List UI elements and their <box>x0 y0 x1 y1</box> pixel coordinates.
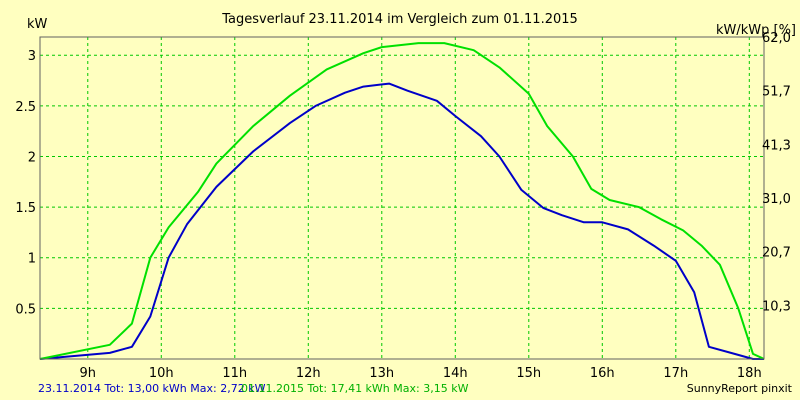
x-tick-label: 16h <box>590 366 615 381</box>
series-line-2015 <box>39 42 765 360</box>
plot-frame <box>39 36 765 360</box>
grid <box>40 37 764 359</box>
x-tick-label: 14h <box>443 366 468 381</box>
legend-series-a: 23.11.2014 Tot: 13,00 kWh Max: 2,72 kW <box>38 382 266 395</box>
series-line-2014 <box>39 82 764 360</box>
y-tick-label-left: 1.5 <box>15 201 36 216</box>
chart-title: Tagesverlauf 23.11.2014 im Vergleich zum… <box>221 12 578 27</box>
x-tick-label: 11h <box>222 366 247 381</box>
y-axis-left-label: kW <box>27 17 48 32</box>
y-tick-label-left: 3 <box>28 49 36 64</box>
footer-credit: SunnyReport pinxit <box>686 382 792 395</box>
y-tick-label-left: 1 <box>28 252 36 267</box>
y-tick-label-right: 10,3 <box>762 299 791 314</box>
x-tick-label: 12h <box>296 366 321 381</box>
plot-border <box>39 36 765 360</box>
y-tick-label-left: 0.5 <box>15 302 36 317</box>
y-tick-label-right: 20,7 <box>762 246 791 261</box>
y-tick-label-left: 2.5 <box>15 100 36 115</box>
y-tick-label-right: 41,3 <box>762 138 791 153</box>
y-tick-label-right: 51,7 <box>762 85 791 100</box>
x-tick-label: 17h <box>663 366 688 381</box>
y-axis-right-label: kW/kWp [%] <box>716 23 796 38</box>
x-tick-label: 9h <box>80 366 97 381</box>
x-tick-label: 18h <box>737 366 762 381</box>
y-tick-label-right: 31,0 <box>762 192 791 207</box>
tick-labels: 9h 10h 11h 12h 13h 14h 15h 16h 17h 18h 0.5 1 1.5 2 2.5… <box>15 31 791 381</box>
series-layer <box>39 42 765 360</box>
x-tick-label: 10h <box>149 366 174 381</box>
x-tick-label: 15h <box>516 366 541 381</box>
legend-series-b: 01.11.2015 Tot: 17,41 kWh Max: 3,15 kW <box>241 382 469 395</box>
y-tick-label-right: 62,0 <box>762 31 791 46</box>
x-tick-label: 13h <box>369 366 394 381</box>
y-tick-label-left: 2 <box>28 150 36 165</box>
